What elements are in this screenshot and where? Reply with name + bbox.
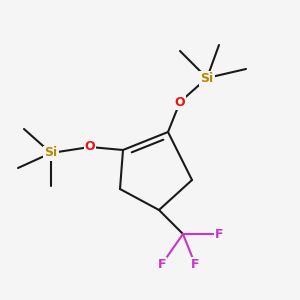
Text: F: F bbox=[191, 257, 199, 271]
Text: O: O bbox=[175, 95, 185, 109]
Text: Si: Si bbox=[200, 71, 214, 85]
Text: Si: Si bbox=[44, 146, 58, 160]
Text: F: F bbox=[215, 227, 223, 241]
Text: F: F bbox=[158, 257, 166, 271]
Text: O: O bbox=[85, 140, 95, 154]
